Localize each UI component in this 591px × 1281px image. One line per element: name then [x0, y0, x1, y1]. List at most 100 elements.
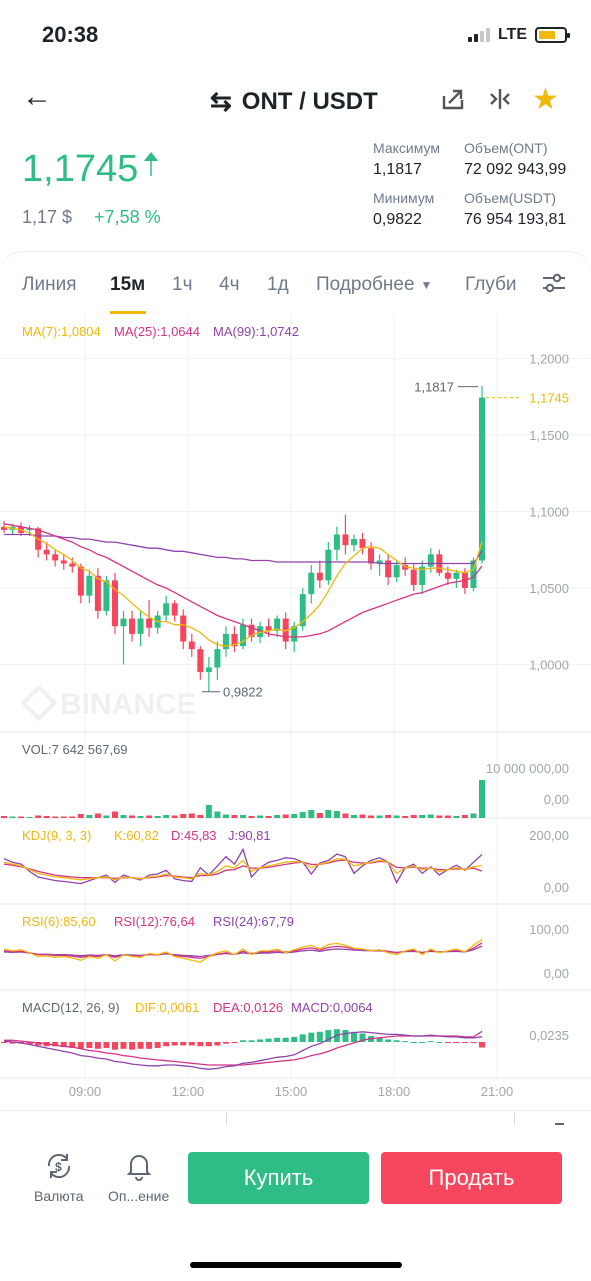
volume-bar [1, 816, 7, 818]
candle [26, 528, 33, 530]
macd-bar [410, 1042, 417, 1043]
tab-depth[interactable]: Глуби [465, 274, 517, 295]
volume-bar [171, 815, 178, 818]
favorite-star-icon[interactable]: ★ [532, 83, 559, 116]
rsi12-label: RSI(12):76,64 [114, 914, 195, 929]
volume-bar [282, 814, 289, 818]
watermark-text: BINANCE [60, 688, 197, 721]
candle [214, 649, 221, 668]
candle [205, 667, 212, 673]
kline-chart[interactable]: BINANCE 1,2000 1,1500 1,1000 1,0500 1,0000 10… [0, 314, 591, 1110]
volume-bar [427, 814, 434, 818]
candle [419, 566, 426, 585]
volume-bar [154, 816, 161, 818]
ma25-label: MA(25):1,0644 [114, 324, 200, 339]
nav-notification[interactable]: Оп...ение [108, 1150, 169, 1204]
currency-convert-icon: $ [47, 1153, 70, 1179]
kdj-d-label: D:45,83 [171, 828, 217, 843]
candle [94, 575, 101, 611]
macd-bar [316, 1031, 323, 1042]
vol-base-label: Объем(ONT) [464, 140, 548, 156]
nav-notification-label: Оп...ение [108, 1188, 170, 1204]
macd-bar [419, 1042, 426, 1043]
nav-currency[interactable]: $ Валюта [34, 1150, 84, 1204]
tab-more[interactable]: Подробнее ▼ [316, 274, 432, 296]
volume-bar [359, 814, 366, 818]
up-arrow-icon: 🠡 [142, 146, 160, 182]
macd-bar [325, 1030, 332, 1042]
tab-1h[interactable]: 1ч [172, 274, 193, 295]
volume-bar [274, 815, 281, 818]
ma99-label: MA(99):1,0742 [213, 324, 299, 339]
macd-bar [86, 1042, 93, 1048]
watermark-logo-icon [20, 684, 58, 722]
volume-bar [197, 815, 204, 818]
signal-icon [467, 28, 490, 42]
volume-bar [479, 780, 485, 818]
volume-bar [342, 813, 349, 818]
tab-4h[interactable]: 4ч [219, 274, 240, 295]
macd-bar [257, 1039, 264, 1042]
candle [410, 569, 417, 585]
volume-bar [265, 816, 272, 818]
candle [231, 633, 238, 647]
back-arrow-icon[interactable]: ← [22, 80, 52, 113]
tab-1d[interactable]: 1д [267, 274, 289, 295]
candle [368, 548, 375, 564]
price-axis-label: 1,2000 [529, 352, 569, 367]
candle [402, 565, 409, 570]
rsi24-label: RSI(24):67,79 [213, 914, 294, 929]
ma99-line [4, 533, 483, 565]
settings-sliders-icon[interactable] [541, 272, 567, 299]
tab-more-label: Подробнее [316, 274, 415, 295]
buy-button[interactable]: Купить [188, 1152, 369, 1204]
macd-dea-label: DEA:0,0126 [213, 1000, 283, 1015]
split-view-icon[interactable] [488, 86, 512, 119]
nav-currency-label: Валюта [34, 1188, 84, 1204]
macd-bar [231, 1042, 238, 1043]
volume-bar [214, 811, 221, 818]
volume-bar [231, 815, 238, 818]
high-label: Максимум [373, 140, 440, 156]
last-price-value: 1,1745 [22, 147, 139, 190]
candle [111, 580, 118, 627]
candle [282, 618, 289, 642]
candle [444, 572, 451, 579]
share-icon[interactable] [440, 86, 466, 119]
kdj-j-label: J:90,81 [228, 828, 271, 843]
candle [333, 534, 340, 550]
home-indicator[interactable] [190, 1262, 402, 1268]
macd-bar [299, 1034, 306, 1042]
sell-button[interactable]: Продать [381, 1152, 562, 1204]
candle [197, 649, 204, 673]
macd-bar [9, 1042, 16, 1044]
pair-label: ONT / USDT [241, 87, 378, 115]
pair-title[interactable]: ⇆ ONT / USDT [210, 86, 378, 117]
drag-handle[interactable] [555, 1123, 564, 1125]
candle [385, 560, 392, 578]
vol-quote-value: 76 954 193,81 [464, 211, 567, 228]
candle [77, 566, 84, 596]
candle [69, 563, 76, 567]
vol-base-value: 72 092 943,99 [464, 161, 567, 178]
macd-bar [60, 1042, 67, 1048]
macd-bar [274, 1037, 281, 1042]
candle [60, 560, 67, 564]
kdj-k-line [3, 857, 483, 881]
candle [342, 534, 349, 546]
price-change: +7,58 % [94, 207, 161, 227]
tab-line[interactable]: Линия [22, 274, 77, 295]
candle [291, 626, 298, 642]
macd-bar [205, 1042, 212, 1047]
active-tab-underline [110, 311, 146, 314]
tab-15m[interactable]: 15м [110, 274, 146, 295]
volume-bar [35, 815, 42, 818]
volume-bar [325, 810, 332, 818]
macd-bar [308, 1032, 315, 1042]
price-axis-label: 1,0500 [529, 581, 569, 596]
volume-bar [291, 814, 298, 818]
candle [350, 539, 357, 546]
ma7-line [3, 526, 483, 647]
macd-bar [35, 1042, 42, 1046]
candle [43, 549, 50, 555]
